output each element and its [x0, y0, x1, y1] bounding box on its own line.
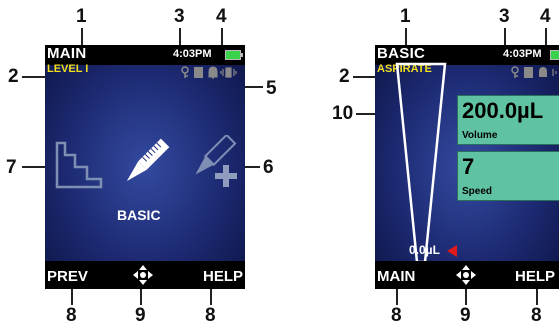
volume-panel[interactable]: 200.0µL Volume — [457, 95, 559, 145]
callout-3-right: 3 — [499, 6, 510, 27]
leader-4-right — [545, 28, 547, 45]
leader-2-right — [353, 76, 375, 78]
leader-3 — [179, 28, 181, 45]
callout-2-right: 2 — [339, 66, 350, 87]
callout-4: 4 — [216, 6, 227, 27]
leader-9b — [465, 289, 467, 305]
volume-readout: 0.0µL — [409, 243, 440, 257]
leader-8a — [71, 289, 73, 305]
title-bar — [375, 45, 559, 65]
navigation-icon[interactable] — [132, 264, 154, 286]
device-screen-basic: BASIC 4:03PM ASPIRATE 0.0µL 200.0µL Volu… — [375, 45, 559, 289]
callout-10: 10 — [332, 103, 354, 124]
leader-6 — [238, 166, 260, 168]
device-screen-main: MAIN 4:03PM LEVEL I — [45, 45, 245, 289]
volume-indicator-arrow — [447, 245, 457, 257]
softkey-main[interactable]: MAIN — [377, 268, 416, 285]
bell-icon — [539, 67, 547, 77]
memory-icon — [524, 67, 533, 78]
callout-2: 2 — [8, 66, 19, 87]
callout-6: 6 — [263, 157, 274, 178]
battery-icon — [550, 50, 559, 60]
leader-1 — [81, 28, 83, 45]
menu-title: MAIN — [47, 45, 87, 62]
callout-4-right: 4 — [540, 6, 551, 27]
leader-8b — [210, 289, 212, 305]
status-icons — [511, 66, 557, 78]
mode-label: BASIC — [117, 207, 161, 223]
submode-label: ASPIRATE — [377, 63, 432, 75]
softkey-prev[interactable]: PREV — [47, 268, 88, 285]
leader-1-right — [405, 28, 407, 45]
callout-8c: 8 — [391, 305, 402, 326]
vibrate-icon — [552, 69, 557, 76]
speed-label: Speed — [462, 186, 493, 197]
submode-label: LEVEL I — [47, 63, 89, 75]
callout-1: 1 — [76, 6, 87, 27]
key-icon — [511, 66, 519, 78]
battery-icon — [225, 50, 243, 60]
softkey-help[interactable]: HELP — [515, 268, 556, 285]
speed-panel[interactable]: 7 Speed — [457, 151, 559, 201]
clock: 4:03PM — [503, 48, 542, 60]
leader-8d — [536, 289, 538, 305]
navigation-icon[interactable] — [455, 264, 477, 286]
clock: 4:03PM — [173, 48, 212, 60]
leader-4 — [221, 28, 223, 45]
leader-8c — [396, 289, 398, 305]
vibrate-icon — [220, 67, 237, 78]
pipette-add-icon[interactable] — [185, 135, 241, 191]
menu-title: BASIC — [377, 45, 426, 62]
status-icons — [181, 66, 237, 79]
leader-3-right — [504, 28, 506, 45]
callout-5: 5 — [266, 78, 277, 99]
callout-8d: 8 — [531, 305, 542, 326]
callout-1-right: 1 — [400, 6, 411, 27]
callout-9a: 9 — [135, 305, 146, 326]
memory-icon — [194, 67, 203, 78]
callout-9b: 9 — [460, 305, 471, 326]
callout-8b: 8 — [205, 305, 216, 326]
leader-2 — [22, 76, 45, 78]
leader-9a — [140, 289, 142, 305]
volume-tip-gauge — [395, 62, 447, 264]
leader-5 — [245, 86, 263, 88]
title-bar — [45, 45, 245, 65]
settings-steps-icon[interactable] — [55, 141, 103, 189]
bell-icon — [208, 66, 218, 79]
volume-value: 200.0µL — [462, 98, 544, 123]
key-icon — [181, 66, 189, 78]
pipette-icon[interactable] — [121, 137, 171, 187]
softkey-help[interactable]: HELP — [202, 268, 243, 285]
callout-7: 7 — [6, 157, 17, 178]
leader-7 — [22, 166, 54, 168]
callout-3: 3 — [174, 6, 185, 27]
volume-label: Volume — [462, 130, 498, 141]
callout-8a: 8 — [66, 305, 77, 326]
speed-value: 7 — [462, 154, 475, 179]
